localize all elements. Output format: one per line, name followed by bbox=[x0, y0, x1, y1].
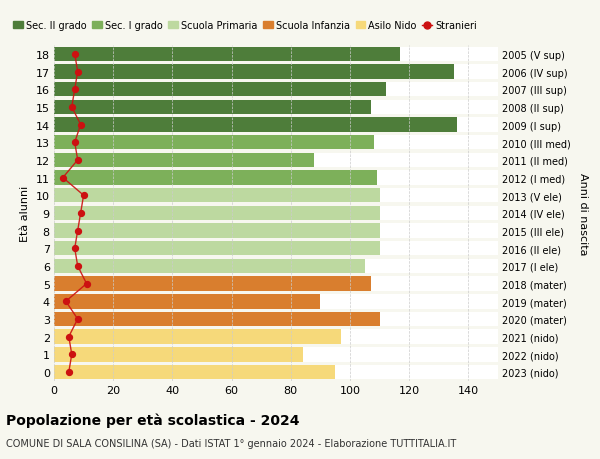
Bar bbox=[54, 312, 498, 326]
Bar bbox=[54, 259, 498, 274]
Bar bbox=[54, 206, 380, 221]
Bar bbox=[54, 206, 498, 221]
Point bbox=[73, 227, 82, 235]
Point bbox=[70, 139, 80, 146]
Point bbox=[70, 51, 80, 58]
Bar bbox=[54, 259, 365, 274]
Bar bbox=[54, 189, 498, 203]
Bar bbox=[54, 330, 341, 344]
Point bbox=[82, 280, 91, 288]
Point bbox=[73, 157, 82, 164]
Point bbox=[64, 333, 74, 341]
Bar bbox=[54, 224, 380, 238]
Point bbox=[70, 86, 80, 94]
Legend: Sec. II grado, Sec. I grado, Scuola Primaria, Scuola Infanzia, Asilo Nido, Stran: Sec. II grado, Sec. I grado, Scuola Prim… bbox=[9, 17, 481, 35]
Bar bbox=[54, 224, 498, 238]
Bar bbox=[54, 241, 380, 256]
Bar bbox=[54, 277, 498, 291]
Text: Popolazione per età scolastica - 2024: Popolazione per età scolastica - 2024 bbox=[6, 413, 299, 428]
Bar bbox=[54, 171, 498, 185]
Text: COMUNE DI SALA CONSILINA (SA) - Dati ISTAT 1° gennaio 2024 - Elaborazione TUTTIT: COMUNE DI SALA CONSILINA (SA) - Dati IST… bbox=[6, 438, 456, 448]
Bar bbox=[54, 153, 314, 168]
Point bbox=[67, 104, 77, 111]
Bar bbox=[54, 65, 454, 79]
Point bbox=[67, 351, 77, 358]
Point bbox=[76, 122, 85, 129]
Bar bbox=[54, 347, 498, 362]
Bar bbox=[54, 47, 400, 62]
Point bbox=[76, 210, 85, 217]
Bar bbox=[54, 118, 457, 133]
Y-axis label: Anni di nascita: Anni di nascita bbox=[578, 172, 587, 255]
Bar bbox=[54, 294, 498, 309]
Bar bbox=[54, 83, 386, 97]
Bar bbox=[54, 101, 371, 115]
Bar bbox=[54, 83, 498, 97]
Bar bbox=[54, 294, 320, 309]
Bar bbox=[54, 365, 498, 380]
Point bbox=[73, 263, 82, 270]
Bar bbox=[54, 118, 498, 133]
Bar bbox=[54, 47, 498, 62]
Y-axis label: Età alunni: Età alunni bbox=[20, 185, 30, 241]
Bar bbox=[54, 330, 498, 344]
Point bbox=[79, 192, 88, 200]
Bar bbox=[54, 365, 335, 380]
Point bbox=[58, 174, 68, 182]
Bar bbox=[54, 189, 380, 203]
Bar bbox=[54, 136, 498, 150]
Bar bbox=[54, 65, 498, 79]
Bar bbox=[54, 277, 371, 291]
Bar bbox=[54, 241, 498, 256]
Point bbox=[73, 316, 82, 323]
Bar bbox=[54, 171, 377, 185]
Bar bbox=[54, 312, 380, 326]
Bar bbox=[54, 347, 302, 362]
Bar bbox=[54, 101, 498, 115]
Point bbox=[70, 245, 80, 252]
Point bbox=[64, 369, 74, 376]
Point bbox=[73, 69, 82, 76]
Point bbox=[61, 298, 71, 305]
Bar bbox=[54, 136, 374, 150]
Bar bbox=[54, 153, 498, 168]
